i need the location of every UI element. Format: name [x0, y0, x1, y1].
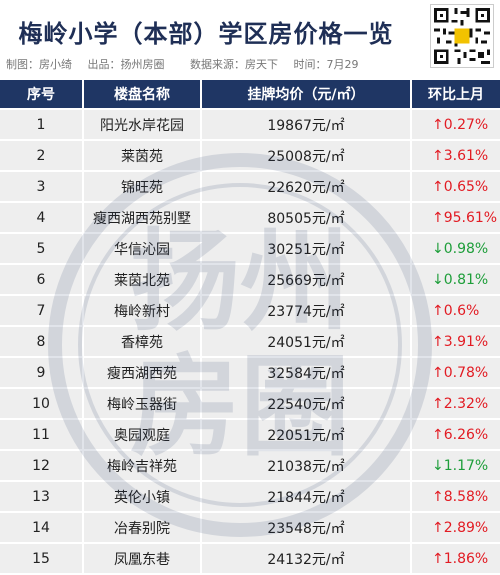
qr-code-icon: [431, 5, 493, 67]
row-price: 24051元/㎡: [200, 327, 410, 356]
meta-time: 时间：7月29: [293, 58, 359, 71]
row-price: 32584元/㎡: [200, 358, 410, 387]
row-change: ↑0.27%: [410, 110, 500, 139]
row-price: 80505元/㎡: [200, 203, 410, 232]
row-name: 梅岭吉祥苑: [82, 451, 200, 480]
row-price: 21844元/㎡: [200, 482, 410, 511]
row-price: 22540元/㎡: [200, 389, 410, 418]
col-header-no: 序号: [0, 80, 82, 108]
row-name: 阳光水岸花园: [82, 110, 200, 139]
row-name: 莱茵北苑: [82, 265, 200, 294]
col-header-name: 楼盘名称: [82, 80, 200, 108]
table-row: 14 冶春别院 23548元/㎡ ↑2.89%: [0, 513, 500, 542]
row-price: 25008元/㎡: [200, 141, 410, 170]
row-name: 凤凰东巷: [82, 544, 200, 573]
table-row: 2 莱茵苑 25008元/㎡ ↑3.61%: [0, 141, 500, 170]
table-row: 13 英伦小镇 21844元/㎡ ↑8.58%: [0, 482, 500, 511]
row-no: 11: [0, 420, 82, 449]
table-row: 6 莱茵北苑 25669元/㎡ ↓0.81%: [0, 265, 500, 294]
row-name: 瘦西湖西苑: [82, 358, 200, 387]
row-change: ↑0.65%: [410, 172, 500, 201]
table-row: 3 锦旺苑 22620元/㎡ ↑0.65%: [0, 172, 500, 201]
table-row: 11 奥园观庭 22051元/㎡ ↑6.26%: [0, 420, 500, 449]
row-no: 10: [0, 389, 82, 418]
row-price: 22620元/㎡: [200, 172, 410, 201]
row-name: 梅岭玉器街: [82, 389, 200, 418]
table-row: 10 梅岭玉器街 22540元/㎡ ↑2.32%: [0, 389, 500, 418]
table-row: 7 梅岭新村 23774元/㎡ ↑0.6%: [0, 296, 500, 325]
row-change: ↑95.61%: [410, 203, 500, 232]
row-change: ↑3.91%: [410, 327, 500, 356]
row-no: 3: [0, 172, 82, 201]
table-row: 4 瘦西湖西苑别墅 80505元/㎡ ↑95.61%: [0, 203, 500, 232]
row-price: 21038元/㎡: [200, 451, 410, 480]
col-header-price: 挂牌均价（元/㎡）: [200, 80, 410, 108]
table-row: 8 香樟苑 24051元/㎡ ↑3.91%: [0, 327, 500, 356]
row-name: 锦旺苑: [82, 172, 200, 201]
row-no: 8: [0, 327, 82, 356]
row-change: ↓1.17%: [410, 451, 500, 480]
price-table: 序号 楼盘名称 挂牌均价（元/㎡） 环比上月 1 阳光水岸花园 19867元/㎡ ↑0…: [0, 78, 500, 575]
row-price: 22051元/㎡: [200, 420, 410, 449]
table-row: 5 华信沁园 30251元/㎡ ↓0.98%: [0, 234, 500, 263]
meta-maker: 制图：房小绮: [6, 58, 72, 71]
row-change: ↑6.26%: [410, 420, 500, 449]
row-name: 冶春别院: [82, 513, 200, 542]
row-price: 23774元/㎡: [200, 296, 410, 325]
row-change: ↑0.78%: [410, 358, 500, 387]
row-no: 9: [0, 358, 82, 387]
row-change: ↑0.6%: [410, 296, 500, 325]
qr-code: [430, 4, 494, 68]
row-no: 14: [0, 513, 82, 542]
row-no: 12: [0, 451, 82, 480]
row-no: 4: [0, 203, 82, 232]
table-row: 12 梅岭吉祥苑 21038元/㎡ ↓1.17%: [0, 451, 500, 480]
row-no: 1: [0, 110, 82, 139]
row-no: 5: [0, 234, 82, 263]
row-price: 19867元/㎡: [200, 110, 410, 139]
row-name: 香樟苑: [82, 327, 200, 356]
meta-line: 制图：房小绮 出品：扬州房圈 数据来源：房天下 时间：7月29: [6, 56, 371, 72]
table-header-row: 序号 楼盘名称 挂牌均价（元/㎡） 环比上月: [0, 80, 500, 108]
row-price: 25669元/㎡: [200, 265, 410, 294]
table-row: 1 阳光水岸花园 19867元/㎡ ↑0.27%: [0, 110, 500, 139]
row-change: ↑2.89%: [410, 513, 500, 542]
row-no: 6: [0, 265, 82, 294]
row-no: 13: [0, 482, 82, 511]
row-no: 2: [0, 141, 82, 170]
row-name: 瘦西湖西苑别墅: [82, 203, 200, 232]
row-name: 梅岭新村: [82, 296, 200, 325]
row-name: 奥园观庭: [82, 420, 200, 449]
col-header-change: 环比上月: [410, 80, 500, 108]
table-row: 15 凤凰东巷 24132元/㎡ ↑1.86%: [0, 544, 500, 573]
row-change: ↑8.58%: [410, 482, 500, 511]
row-change: ↓0.98%: [410, 234, 500, 263]
row-change: ↓0.81%: [410, 265, 500, 294]
row-change: ↑2.32%: [410, 389, 500, 418]
row-name: 英伦小镇: [82, 482, 200, 511]
row-no: 7: [0, 296, 82, 325]
row-no: 15: [0, 544, 82, 573]
row-name: 华信沁园: [82, 234, 200, 263]
row-price: 23548元/㎡: [200, 513, 410, 542]
row-price: 24132元/㎡: [200, 544, 410, 573]
row-change: ↑1.86%: [410, 544, 500, 573]
row-change: ↑3.61%: [410, 141, 500, 170]
row-price: 30251元/㎡: [200, 234, 410, 263]
table-row: 9 瘦西湖西苑 32584元/㎡ ↑0.78%: [0, 358, 500, 387]
meta-producer: 出品：扬州房圈: [87, 58, 165, 71]
meta-source: 数据来源：房天下: [190, 58, 278, 71]
page-title: 梅岭小学（本部）学区房价格一览: [18, 20, 394, 48]
row-name: 莱茵苑: [82, 141, 200, 170]
